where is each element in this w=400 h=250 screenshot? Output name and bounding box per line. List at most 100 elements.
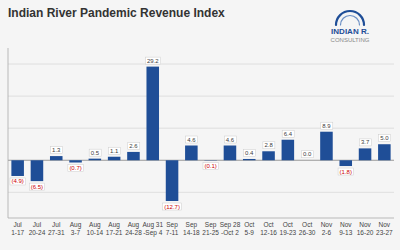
data-label-box [68,165,83,172]
data-label-group: (0.1) [203,163,218,170]
data-label: 4.6 [187,137,196,143]
bars [11,67,390,201]
bar [69,160,82,162]
data-label: 2.8 [264,142,273,148]
data-label-group: 6.4 [282,130,294,137]
data-label-box [321,122,333,129]
x-tick-label: Sep14-18 [183,221,200,236]
bar [262,151,275,160]
bar [89,159,102,161]
data-label: 0.4 [245,150,254,156]
data-label-box [29,183,44,190]
data-label: (1.8) [340,169,352,175]
data-label-group: 2.8 [263,142,275,149]
data-label-group: 5.0 [379,135,391,142]
data-label-box [128,142,140,149]
grid-line [8,128,394,129]
bar [224,146,237,161]
bar [339,160,352,166]
data-label: 3.7 [361,139,370,145]
x-tick-label: Nov2-6 [321,221,333,236]
x-tick-label: Nov9-13 [339,221,352,236]
x-tick-label: Aug17-21 [106,221,123,236]
data-label: (6.5) [31,184,43,190]
x-axis [8,218,394,219]
x-tick-label: Jul20-24 [29,221,46,236]
data-label-box [89,149,101,156]
bar [204,160,217,161]
data-label-group: 8.9 [321,122,333,129]
bar [50,156,63,160]
data-label-box [51,147,63,154]
data-label-group: 0.4 [244,149,256,156]
grid-line [8,192,394,193]
data-label: 1.3 [52,147,61,153]
data-label-box [359,139,371,146]
bar [301,160,314,161]
data-label-box [108,147,120,154]
data-label-box [244,149,256,156]
data-label-box [338,168,353,175]
background [0,0,400,250]
x-tick-label: Aug24-28 [125,221,142,236]
data-label-group: (0.7) [68,165,83,172]
bar [282,140,295,161]
data-label: (0.7) [69,165,81,171]
x-tick-label: Aug3-7 [70,221,82,236]
grid-line [8,160,394,161]
data-label-group: 29.2 [145,57,160,64]
bar [146,67,159,161]
annotation: CONSULTING [331,37,370,43]
x-tick-label: Nov16-20 [357,221,374,236]
data-label-box [163,203,182,210]
data-label-box [224,136,236,143]
bar [378,144,391,160]
data-label-box [379,135,391,142]
x-tick-label: Sep7-11 [166,221,179,236]
data-label-group: 4.6 [224,136,236,143]
bar [31,160,44,181]
bar [127,152,140,160]
annotation: INDIAN R. [331,27,369,36]
x-tick-label: Jul1-17 [11,221,24,236]
x-tick-label: Oct19-23 [280,221,297,236]
grid-line [8,96,394,97]
bar [11,160,24,176]
x-tick-label: Aug 31-Sep 4 [142,221,163,237]
data-label: 29.2 [147,58,159,64]
logo-arc [336,11,364,25]
x-tick-label: Aug10-14 [87,221,104,236]
data-label-group: 2.6 [128,142,140,149]
bar [320,132,333,161]
bar [185,146,198,161]
bar [243,159,256,160]
x-tick-label: Sep21-25 [202,221,219,236]
data-label-box [263,142,275,149]
data-label-group: (1.8) [338,168,353,175]
data-label-group: 4.6 [186,136,198,143]
x-tick-label: Sep 28-Oct 2 [220,221,241,236]
data-label-box [145,57,160,64]
data-label-group: 1.3 [51,147,63,154]
title: Indian River Pandemic Revenue Index [8,6,225,20]
data-label: 0.5 [91,150,100,156]
data-label-box [10,178,25,185]
x-tick-label: Oct26-30 [299,221,316,236]
bar [108,157,121,161]
data-label: 4.6 [226,137,235,143]
data-label-box [282,130,294,137]
data-label: 8.9 [322,123,331,129]
grid-line [8,64,394,65]
data-label-box [186,136,198,143]
data-label: 5.0 [380,135,389,141]
data-label-group: (6.5) [29,183,44,190]
bar [359,148,372,160]
data-label-group: 3.7 [359,139,371,146]
bar [166,160,179,201]
data-label-group: (4.9) [10,178,25,185]
data-label-group: 0.5 [89,149,101,156]
x-tick-label: Oct12-16 [260,221,277,236]
data-label: 6.4 [284,131,293,137]
data-label-group: (12.7) [163,203,182,210]
logo-arc [341,16,360,26]
